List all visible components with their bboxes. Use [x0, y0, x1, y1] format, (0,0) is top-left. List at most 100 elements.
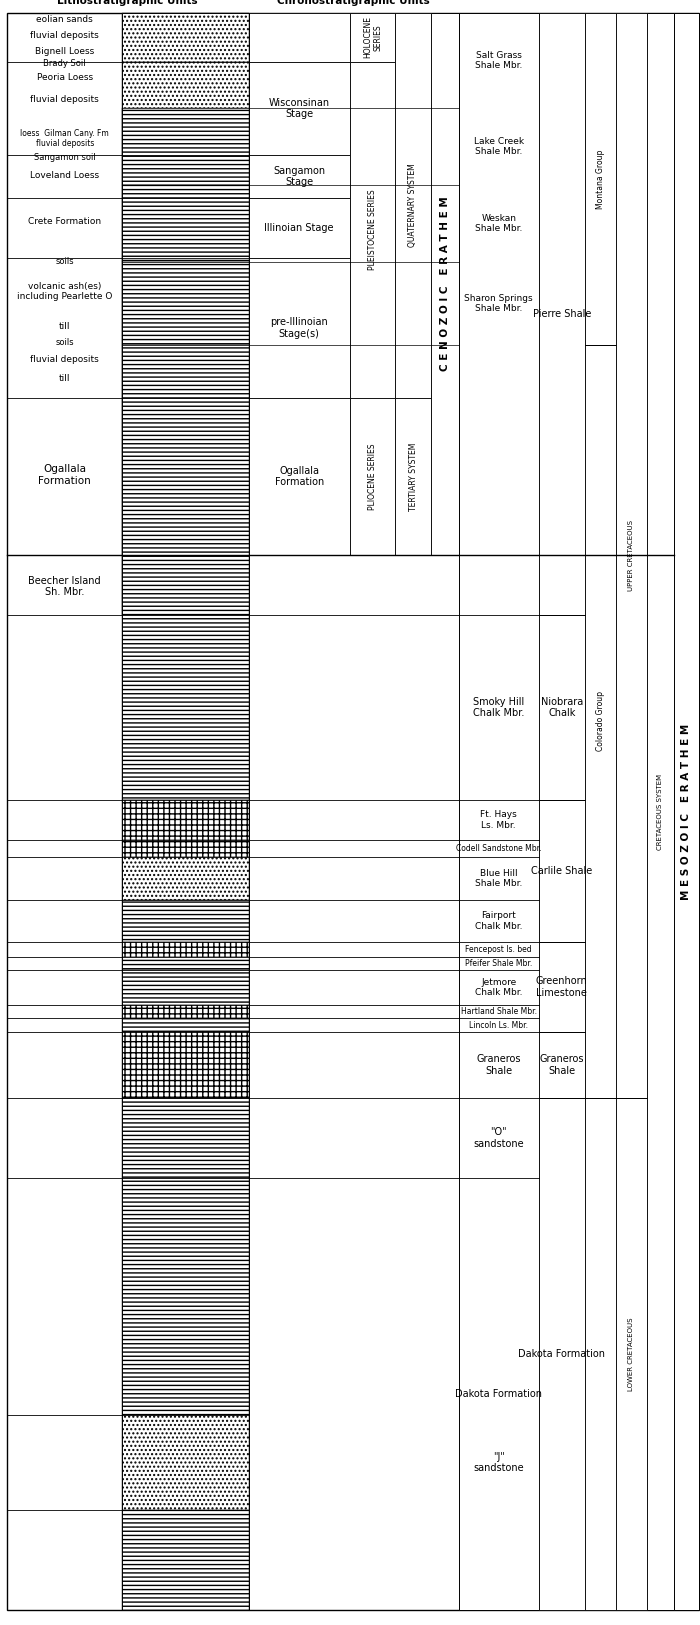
Bar	[647, 13, 674, 1610]
Text: CRETACEOUS SYSTEM: CRETACEOUS SYSTEM	[657, 774, 664, 850]
Text: Smoky Hill
Chalk Mbr.: Smoky Hill Chalk Mbr.	[473, 697, 524, 718]
Bar	[122, 154, 248, 198]
Text: PLIOCENE SERIES: PLIOCENE SERIES	[368, 444, 377, 510]
Bar	[122, 13, 248, 1610]
Text: Weskan
Shale Mbr.: Weskan Shale Mbr.	[475, 214, 522, 234]
Text: Ogallala
Formation: Ogallala Formation	[38, 465, 91, 486]
Bar	[248, 258, 350, 398]
Bar	[539, 13, 584, 1610]
Bar	[584, 344, 616, 1098]
Text: Graneros
Shale: Graneros Shale	[540, 1055, 584, 1076]
Text: Sharon Springs
Shale Mbr.: Sharon Springs Shale Mbr.	[464, 294, 533, 314]
Text: Pfeifer Shale Mbr.: Pfeifer Shale Mbr.	[465, 959, 533, 968]
Text: TERTIARY SYSTEM: TERTIARY SYSTEM	[409, 442, 417, 510]
Bar	[616, 13, 647, 1098]
Text: Chronostratigraphic Units: Chronostratigraphic Units	[277, 0, 430, 6]
Bar	[122, 840, 248, 856]
Text: Sangamon
Stage: Sangamon Stage	[273, 166, 326, 187]
Text: Codell Sandstone Mbr.: Codell Sandstone Mbr.	[456, 843, 542, 853]
Bar	[248, 398, 350, 556]
Bar	[122, 957, 248, 970]
Bar	[539, 942, 584, 1032]
Text: Greenhorn
Limestone: Greenhorn Limestone	[536, 977, 587, 998]
Bar	[122, 262, 248, 344]
Text: pre-Illinoian
Stage(s): pre-Illinoian Stage(s)	[270, 317, 328, 338]
Text: fluvial deposits: fluvial deposits	[30, 31, 99, 39]
Bar	[458, 13, 539, 1610]
Text: Niobrara
Chalk: Niobrara Chalk	[540, 697, 583, 718]
Bar	[616, 13, 647, 1610]
Bar	[122, 185, 248, 262]
Text: Carlile Shale: Carlile Shale	[531, 866, 592, 876]
Text: Dakota Formation: Dakota Formation	[455, 1389, 542, 1399]
Bar	[122, 13, 248, 62]
Text: till: till	[59, 374, 71, 383]
Bar	[122, 1510, 248, 1610]
Text: Ogallala
Formation: Ogallala Formation	[274, 466, 324, 487]
Text: eolian sands: eolian sands	[36, 15, 93, 24]
Bar	[584, 1098, 616, 1610]
Text: M E S O Z O I C   E R A T H E M: M E S O Z O I C E R A T H E M	[681, 723, 692, 900]
Bar	[350, 13, 395, 556]
Bar	[539, 13, 584, 614]
Text: Lithostratigraphic Units: Lithostratigraphic Units	[57, 0, 198, 6]
Bar	[248, 198, 350, 258]
Text: "O"
sandstone: "O" sandstone	[473, 1128, 524, 1149]
Bar	[430, 13, 458, 556]
Bar	[616, 1098, 647, 1610]
Text: Jetmore
Chalk Mbr.: Jetmore Chalk Mbr.	[475, 978, 522, 998]
Bar	[395, 13, 430, 398]
Bar	[122, 970, 248, 1004]
Bar	[122, 1032, 248, 1098]
Bar	[122, 13, 248, 1610]
Text: Lake Creek
Shale Mbr.: Lake Creek Shale Mbr.	[474, 136, 524, 156]
Text: Fencepost ls. bed: Fencepost ls. bed	[466, 946, 532, 954]
Bar	[122, 258, 248, 398]
Text: Lincoln Ls. Mbr.: Lincoln Ls. Mbr.	[469, 1020, 528, 1030]
Text: Fairport
Chalk Mbr.: Fairport Chalk Mbr.	[475, 912, 522, 931]
Text: Illinoian Stage: Illinoian Stage	[265, 223, 334, 232]
Text: Beecher Island
Sh. Mbr.: Beecher Island Sh. Mbr.	[29, 575, 101, 598]
Bar	[248, 13, 350, 62]
Bar	[122, 856, 248, 900]
Bar	[584, 13, 616, 1610]
Bar	[122, 62, 248, 154]
Text: Brady Soil: Brady Soil	[43, 60, 86, 68]
Text: Loveland Loess: Loveland Loess	[30, 171, 99, 179]
Text: QUATERNARY SYSTEM: QUATERNARY SYSTEM	[409, 164, 417, 247]
Text: Graneros
Shale: Graneros Shale	[477, 1055, 521, 1076]
Bar	[122, 900, 248, 942]
Text: soils: soils	[55, 257, 74, 265]
Bar	[122, 1098, 248, 1178]
Bar	[248, 62, 350, 154]
Text: loess  Gilman Cany. Fm
fluvial deposits: loess Gilman Cany. Fm fluvial deposits	[20, 128, 109, 148]
Bar	[122, 556, 248, 614]
Bar	[122, 800, 248, 840]
Bar	[122, 1178, 248, 1415]
Text: fluvial deposits: fluvial deposits	[30, 96, 99, 104]
Bar	[395, 398, 430, 556]
Text: Wisconsinan
Stage: Wisconsinan Stage	[269, 98, 330, 119]
Text: Ft. Hays
Ls. Mbr.: Ft. Hays Ls. Mbr.	[480, 811, 517, 830]
Text: Hartland Shale Mbr.: Hartland Shale Mbr.	[461, 1008, 537, 1016]
Bar	[122, 1415, 248, 1510]
Text: LOWER CRETACEOUS: LOWER CRETACEOUS	[629, 1318, 634, 1391]
Text: Pierre Shale: Pierre Shale	[533, 309, 591, 318]
Bar	[674, 13, 699, 1610]
Text: Sangamon soil: Sangamon soil	[34, 153, 96, 162]
Text: UPPER CRETACEOUS: UPPER CRETACEOUS	[629, 520, 634, 592]
Text: Blue Hill
Shale Mbr.: Blue Hill Shale Mbr.	[475, 869, 522, 889]
Bar	[122, 107, 248, 185]
Bar	[122, 398, 248, 556]
Text: till: till	[59, 322, 71, 331]
Text: Montana Group: Montana Group	[596, 150, 605, 208]
Bar	[539, 614, 584, 800]
Bar	[248, 13, 350, 556]
Bar	[350, 398, 395, 556]
Bar	[539, 1032, 584, 1098]
Bar	[395, 13, 430, 556]
Text: HOLOCENE
SERIES: HOLOCENE SERIES	[363, 16, 382, 58]
Bar	[350, 13, 395, 62]
Text: Peoria Loess: Peoria Loess	[36, 73, 93, 83]
Bar	[122, 198, 248, 258]
